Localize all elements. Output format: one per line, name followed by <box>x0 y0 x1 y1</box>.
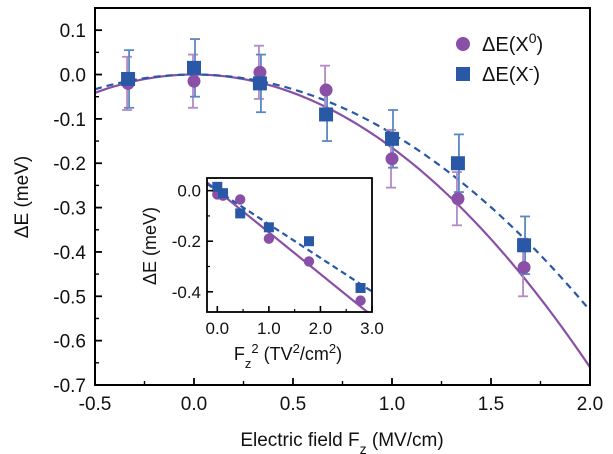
inset-plot: 0.0 1.0 2.0 3.0 0.0 -0.2 -0.4 Fz2 (TV2/cm2) Δ… <box>140 177 384 371</box>
main-y-tick-label: -0.3 <box>53 199 86 220</box>
main-y-tick-label: 0.1 <box>60 21 86 42</box>
inset-plot-frame <box>206 177 373 313</box>
inset-point-xminus <box>303 236 314 247</box>
legend-label-xminus: ΔE(X-) <box>482 60 540 86</box>
inset-x-tick-label: 3.0 <box>360 319 384 338</box>
inset-data-points <box>212 181 366 306</box>
inset-point-xminus <box>355 282 366 293</box>
main-x-tick-label: -0.5 <box>79 394 112 415</box>
main-fit-line-1 <box>95 73 590 312</box>
main-plot: -0.5 0.0 0.5 1.0 1.5 2.0 0.1 0.0 -0.1 -0.2 -0.3 -0… <box>12 7 603 454</box>
main-x-tick-label: 1.0 <box>379 394 405 415</box>
main-point-x0 <box>187 74 201 88</box>
inset-y-axis-title: ΔE (meV) <box>140 207 160 285</box>
main-fit-line-0 <box>95 73 590 368</box>
main-point-xminus <box>252 76 267 91</box>
main-fit-lines <box>95 73 590 368</box>
inset-x-ticks: 0.0 1.0 2.0 3.0 <box>205 306 384 338</box>
inset-point-x0 <box>235 194 246 205</box>
main-y-tick-label: -0.4 <box>53 243 86 264</box>
inset-point-xminus <box>235 208 246 219</box>
main-y-tick-label: -0.1 <box>53 110 86 131</box>
legend-marker-xminus <box>456 67 470 81</box>
main-x-tick-label: 0.5 <box>280 394 306 415</box>
main-point-xminus <box>187 60 201 75</box>
main-point-xminus <box>517 238 532 253</box>
main-y-tick-label: 0.0 <box>60 66 86 87</box>
main-point-xminus <box>319 107 334 122</box>
legend-label-x0: ΔE(X0) <box>482 30 543 56</box>
main-y-axis-title: ΔE (meV) <box>12 156 33 238</box>
main-x-tick-label: 0.0 <box>181 394 207 415</box>
main-point-xminus <box>121 71 136 86</box>
inset-point-xminus <box>212 181 223 192</box>
main-point-x0 <box>319 83 333 97</box>
main-point-x0 <box>451 192 465 206</box>
main-x-axis-title: Electric field Fz (MV/cm) <box>240 430 443 454</box>
main-x-tick-label: 1.5 <box>478 394 504 415</box>
main-x-ticks: -0.5 0.0 0.5 1.0 1.5 2.0 <box>79 378 603 415</box>
main-point-xminus <box>450 156 465 171</box>
main-x-tick-label: 2.0 <box>577 394 603 415</box>
main-point-xminus <box>385 131 399 146</box>
inset-background <box>207 178 372 312</box>
inset-point-xminus <box>263 222 274 233</box>
legend-marker-x0 <box>456 37 470 51</box>
main-y-tick-label: -0.2 <box>53 154 86 175</box>
inset-point-x0 <box>355 295 366 306</box>
main-point-x0 <box>253 65 267 79</box>
main-point-x0 <box>385 152 399 166</box>
inset-point-xminus <box>218 188 229 199</box>
inset-point-x0 <box>263 233 275 244</box>
inset-x-axis-title: Fz2 (TV2/cm2) <box>234 341 342 371</box>
inset-fit-line-0 <box>207 181 370 312</box>
main-point-x0 <box>517 260 531 274</box>
inset-y-tick-label: -0.2 <box>172 232 201 251</box>
main-y-ticks: 0.1 0.0 -0.1 -0.2 -0.3 -0.4 -0.5 -0.6 -0.7 <box>53 21 102 397</box>
inset-x-tick-label: 2.0 <box>309 319 333 338</box>
inset-x-tick-label: 0.0 <box>205 319 229 338</box>
main-y-tick-label: -0.7 <box>53 376 86 397</box>
inset-y-tick-label: -0.4 <box>172 283 201 302</box>
main-y-tick-label: -0.5 <box>53 287 86 308</box>
inset-x-tick-label: 1.0 <box>257 319 281 338</box>
inset-y-tick-label: 0.0 <box>177 182 201 201</box>
inset-fit-line-1 <box>207 182 372 293</box>
main-data-points <box>121 60 532 274</box>
inset-y-ticks: 0.0 -0.2 -0.4 <box>172 182 213 302</box>
inset-fit-lines <box>207 181 372 312</box>
main-y-tick-label: -0.6 <box>53 332 86 353</box>
legend: ΔE(X0) ΔE(X-) <box>456 30 543 86</box>
inset-point-x0 <box>303 256 315 267</box>
